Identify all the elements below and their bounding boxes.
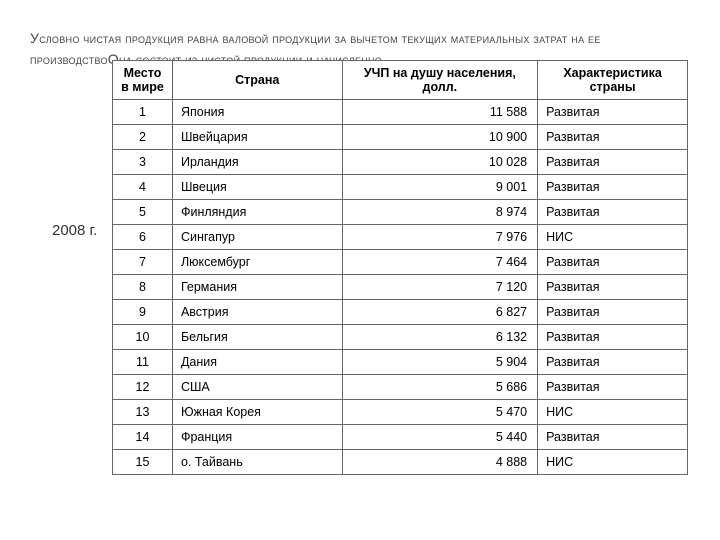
table-row: 3Ирландия10 028Развитая [113,150,688,175]
cell-value: 10 028 [342,150,538,175]
table-row: 13Южная Корея5 470НИС [113,400,688,425]
table-row: 14Франция5 440Развитая [113,425,688,450]
table-header-row: Местов миреСтранаУЧП на душу населения,д… [113,61,688,100]
cell-value: 8 974 [342,200,538,225]
data-table: Местов миреСтранаУЧП на душу населения,д… [112,60,688,475]
cell-characteristic: Развитая [538,175,688,200]
cell-rank: 2 [113,125,173,150]
cell-value: 5 440 [342,425,538,450]
table-row: 2Швейцария10 900Развитая [113,125,688,150]
cell-value: 7 976 [342,225,538,250]
cell-characteristic: Развитая [538,250,688,275]
table-col-header-1: Страна [172,61,342,100]
cell-characteristic: Развитая [538,350,688,375]
slide: Условно чистая продукция равна валовой п… [0,0,720,70]
cell-value: 6 827 [342,300,538,325]
cell-characteristic: Развитая [538,425,688,450]
cell-rank: 9 [113,300,173,325]
cell-characteristic: НИС [538,225,688,250]
cell-country: о. Тайвань [172,450,342,475]
table-col-header-3: Характеристикастраны [538,61,688,100]
cell-rank: 7 [113,250,173,275]
table-row: 1Япония11 588Развитая [113,100,688,125]
cell-rank: 1 [113,100,173,125]
table-row: 10Бельгия6 132Развитая [113,325,688,350]
cell-value: 5 904 [342,350,538,375]
table-col-header-0: Местов мире [113,61,173,100]
table-row: 6Сингапур7 976НИС [113,225,688,250]
table-col-header-2: УЧП на душу населения,долл. [342,61,538,100]
cell-country: Сингапур [172,225,342,250]
cell-country: Дания [172,350,342,375]
table-row: 11Дания5 904Развитая [113,350,688,375]
cell-rank: 5 [113,200,173,225]
cell-rank: 4 [113,175,173,200]
cell-rank: 12 [113,375,173,400]
cell-value: 4 888 [342,450,538,475]
table-row: 4Швеция9 001Развитая [113,175,688,200]
cell-characteristic: Развитая [538,375,688,400]
cell-country: Ирландия [172,150,342,175]
cell-country: Франция [172,425,342,450]
cell-value: 11 588 [342,100,538,125]
cell-characteristic: Развитая [538,100,688,125]
cell-country: Бельгия [172,325,342,350]
cell-country: Австрия [172,300,342,325]
table-row: 8Германия7 120Развитая [113,275,688,300]
cell-rank: 6 [113,225,173,250]
cell-value: 5 686 [342,375,538,400]
cell-characteristic: Развитая [538,150,688,175]
cell-value: 7 120 [342,275,538,300]
cell-value: 7 464 [342,250,538,275]
data-table-wrapper: Местов миреСтранаУЧП на душу населения,д… [112,60,688,475]
table-row: 9Австрия6 827Развитая [113,300,688,325]
cell-country: Швеция [172,175,342,200]
cell-characteristic: НИС [538,400,688,425]
cell-rank: 14 [113,425,173,450]
cell-country: Южная Корея [172,400,342,425]
cell-country: Финляндия [172,200,342,225]
cell-rank: 3 [113,150,173,175]
cell-country: США [172,375,342,400]
cell-rank: 10 [113,325,173,350]
cell-value: 9 001 [342,175,538,200]
cell-characteristic: Развитая [538,200,688,225]
cell-characteristic: НИС [538,450,688,475]
cell-country: Япония [172,100,342,125]
cell-country: Германия [172,275,342,300]
cell-value: 10 900 [342,125,538,150]
cell-country: Люксембург [172,250,342,275]
table-row: 15о. Тайвань4 888НИС [113,450,688,475]
table-head: Местов миреСтранаУЧП на душу населения,д… [113,61,688,100]
cell-value: 6 132 [342,325,538,350]
table-row: 7Люксембург7 464Развитая [113,250,688,275]
cell-characteristic: Развитая [538,275,688,300]
cell-country: Швейцария [172,125,342,150]
cell-rank: 8 [113,275,173,300]
cell-rank: 11 [113,350,173,375]
table-row: 5Финляндия8 974Развитая [113,200,688,225]
cell-rank: 15 [113,450,173,475]
cell-value: 5 470 [342,400,538,425]
table-row: 12США5 686Развитая [113,375,688,400]
year-label: 2008 г. [52,222,97,239]
cell-characteristic: Развитая [538,300,688,325]
cell-characteristic: Развитая [538,325,688,350]
table-body: 1Япония11 588Развитая2Швейцария10 900Раз… [113,100,688,475]
cell-rank: 13 [113,400,173,425]
cell-characteristic: Развитая [538,125,688,150]
